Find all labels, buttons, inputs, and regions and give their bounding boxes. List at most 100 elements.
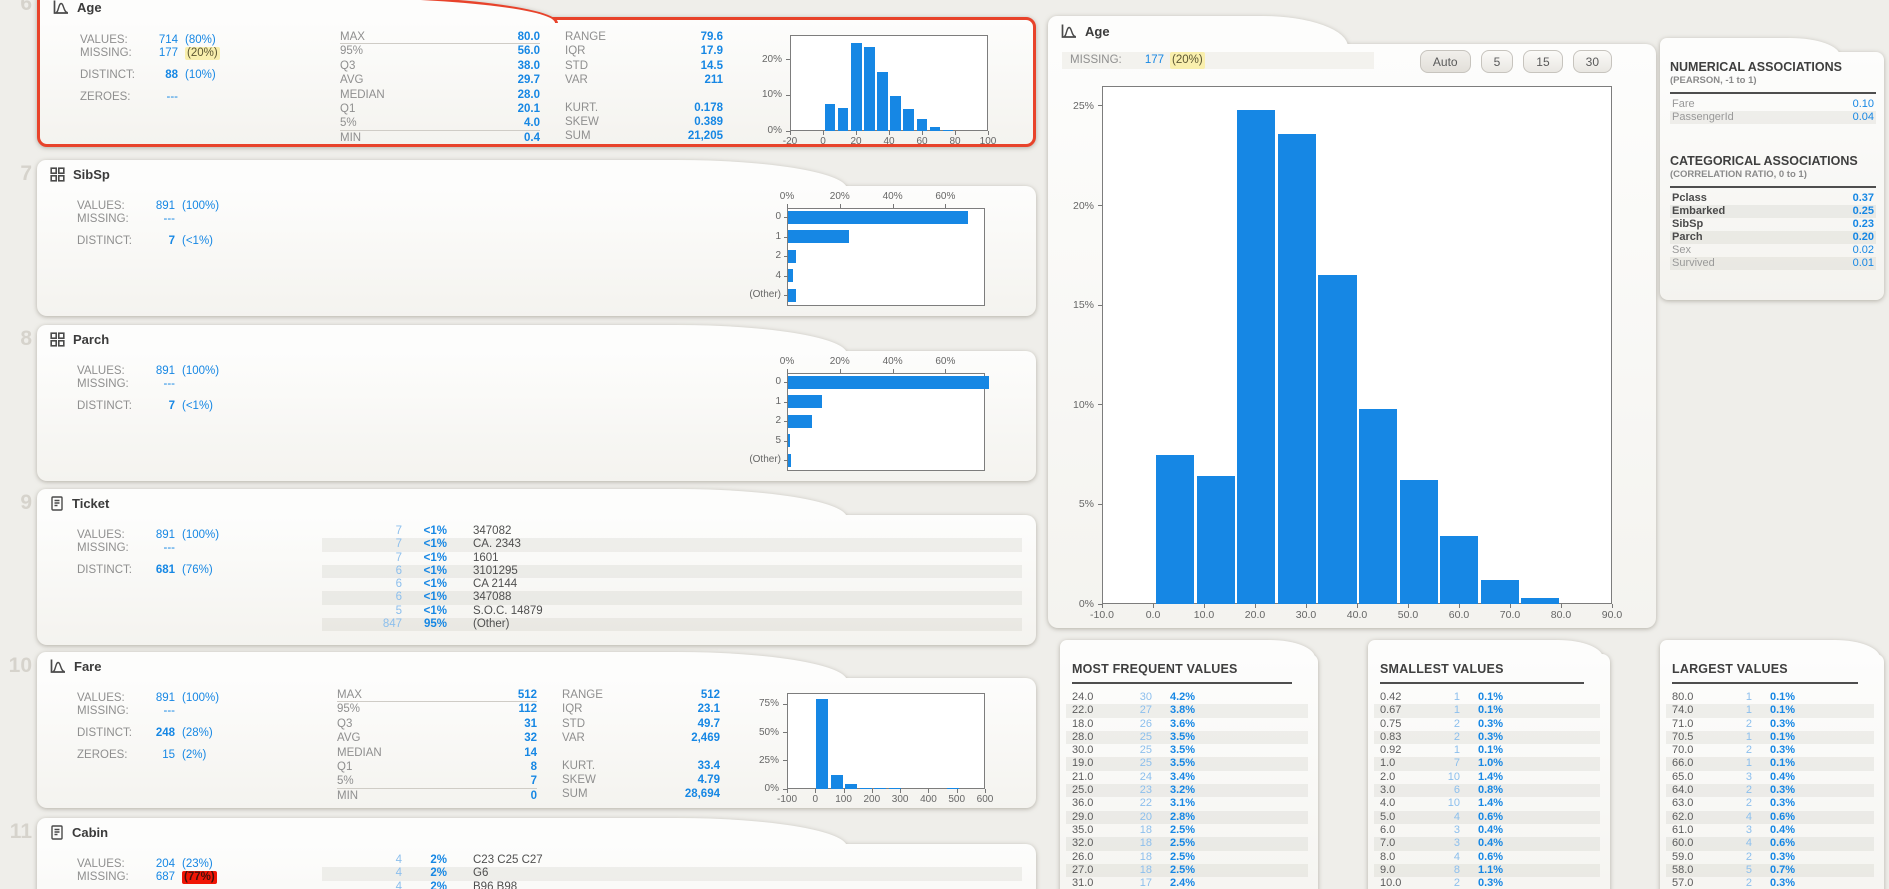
stat-label: STD	[562, 717, 585, 730]
y-tick-mark	[786, 59, 790, 61]
cell-percent: 0.4%	[1770, 823, 1796, 836]
cell-count: 22	[1139, 797, 1152, 810]
variable-card-parch[interactable]: Parch VALUES: 891 (100%) MISSING: --- DISTINC…	[37, 325, 1036, 481]
categorical-grid-icon	[50, 167, 65, 182]
cell-count: 20	[1139, 810, 1152, 823]
cell-percent: 0.8%	[1478, 784, 1504, 797]
cell-percent: 1.0%	[1478, 757, 1504, 770]
stat-value: 714	[158, 34, 178, 46]
value-text: CA. 2343	[473, 538, 521, 551]
card-tab-parch[interactable]: Parch	[37, 325, 847, 354]
cell-value: 0.67	[1380, 704, 1402, 717]
stat-value: 8	[530, 760, 537, 773]
variable-card-sibsp[interactable]: SibSp VALUES: 891 (100%) MISSING: --- DISTINC…	[37, 160, 1036, 316]
stat-value: 687	[155, 871, 175, 883]
stat-label: ZEROES:	[80, 91, 131, 103]
x-tick-mark	[815, 789, 817, 793]
histogram-bar	[929, 126, 941, 131]
card-tab-cabin[interactable]: Cabin	[37, 818, 847, 847]
y-tick-mark	[784, 401, 788, 403]
histogram-bar	[946, 787, 959, 789]
y-tick-mark	[1098, 205, 1102, 207]
bins-5-button[interactable]: 5	[1480, 50, 1514, 73]
y-tick-mark	[784, 256, 788, 258]
stat-label: 95%	[337, 703, 361, 716]
cell-count: 1	[1453, 704, 1460, 717]
histogram-bar	[816, 698, 829, 789]
title-rule	[1672, 682, 1858, 684]
variable-card-fare[interactable]: Fare VALUES: 891 (100%) MISSING: --- DISTINCT…	[37, 652, 1036, 808]
frequent-value-row: 6 <1% CA 2144	[322, 578, 1022, 591]
y-tick-mark	[783, 760, 787, 762]
frequent-value-row: 7 <1% 1601	[322, 552, 1022, 565]
cell-percent: 2.5%	[1170, 850, 1196, 863]
value-count: 6	[395, 564, 402, 577]
table-row: 70.5 1 0.1%	[1666, 730, 1874, 745]
card-tab-age[interactable]: Age	[37, 0, 558, 23]
category-bar	[788, 210, 968, 224]
frequent-values-list: 4 2% C23 C25 C27 4 2% G6 4 2% B96 B98	[322, 854, 1022, 889]
stat-value: 4.0	[524, 117, 540, 130]
stat-label: Q1	[340, 102, 356, 115]
stat-label: MAX	[337, 689, 362, 701]
variable-card-cabin[interactable]: Cabin VALUES: 204 (23%) MISSING: 687 (77%) 4 2…	[37, 818, 1036, 889]
cell-value: 28.0	[1072, 730, 1094, 743]
cell-count: 26	[1139, 717, 1152, 730]
histogram-bar	[1399, 480, 1438, 604]
stat-row: 95% 112	[337, 702, 537, 716]
stat-label: 5%	[340, 117, 357, 130]
stat-label: DISTINCT:	[80, 69, 135, 81]
stat-value: 891	[155, 692, 175, 704]
spread-stats: RANGE 79.6 IQR 17.9 STD 14.5 VAR 211 KURT. 0.178 S…	[565, 30, 723, 144]
stat-row: SKEW 0.389	[565, 115, 723, 129]
histogram-bar	[850, 42, 862, 131]
bins-15-button[interactable]: 15	[1523, 50, 1563, 73]
bins-30-button[interactable]: 30	[1572, 50, 1612, 73]
stat-value: 0.389	[694, 115, 723, 128]
x-tick-mark	[839, 369, 841, 373]
stat-label: MIN	[337, 789, 359, 802]
stat-label: MAX	[340, 31, 365, 43]
cell-value: 10.0	[1380, 877, 1402, 889]
cell-count: 10	[1447, 770, 1460, 783]
stat-row: SUM 28,694	[562, 787, 720, 801]
stat-label: IQR	[562, 703, 583, 716]
card-tab	[1368, 640, 1603, 658]
histogram-bar	[1318, 275, 1357, 604]
cell-count: 2	[1745, 744, 1752, 757]
cell-value: 60.0	[1672, 837, 1694, 850]
stat-value: 7	[530, 775, 537, 788]
variable-card-age[interactable]: Age VALUES: 714 (80%) MISSING: 177 (20%) DISTI…	[37, 0, 1036, 147]
table-row: 1.0 7 1.0%	[1374, 757, 1600, 771]
stat-value: 211	[704, 74, 723, 87]
x-axis-label: 500	[948, 794, 966, 805]
stat-value: 2,469	[691, 732, 720, 745]
card-tab-ticket[interactable]: Ticket	[37, 489, 847, 518]
x-tick-mark	[922, 131, 923, 135]
value-percent: <1%	[423, 564, 447, 577]
card-tab-fare[interactable]: Fare	[37, 652, 847, 681]
plot-area	[787, 373, 985, 471]
table-title: LARGEST VALUES	[1672, 662, 1788, 676]
histogram-bar	[1480, 580, 1519, 604]
variable-card-ticket[interactable]: Ticket VALUES: 891 (100%) MISSING: --- DISTIN…	[37, 489, 1036, 645]
stat-row: MEDIAN 14	[337, 746, 537, 760]
stat-label: MEDIAN	[340, 88, 385, 101]
bins-auto-button[interactable]: Auto	[1419, 50, 1471, 73]
card-tab-sibsp[interactable]: SibSp	[37, 160, 847, 189]
association-name: Pclass	[1672, 192, 1707, 204]
cell-value: 24.0	[1072, 691, 1094, 703]
stat-label: VALUES:	[77, 529, 125, 541]
summary-row: VALUES: 714 (80%)	[80, 34, 220, 47]
cell-percent: 3.4%	[1170, 770, 1196, 783]
stat-label: VALUES:	[80, 34, 128, 46]
card-body: VALUES: 891 (100%) MISSING: --- DISTINCT: 7 (<1…	[37, 186, 1036, 316]
cell-value: 32.0	[1072, 837, 1094, 850]
stat-value: 0	[530, 789, 537, 802]
x-tick-mark	[1306, 604, 1307, 608]
row-index: 11	[9, 820, 32, 843]
stat-value: 891	[155, 529, 175, 541]
stat-percent: (20%)	[185, 47, 220, 60]
x-tick-mark	[985, 789, 986, 793]
stat-label: VAR	[562, 732, 585, 745]
